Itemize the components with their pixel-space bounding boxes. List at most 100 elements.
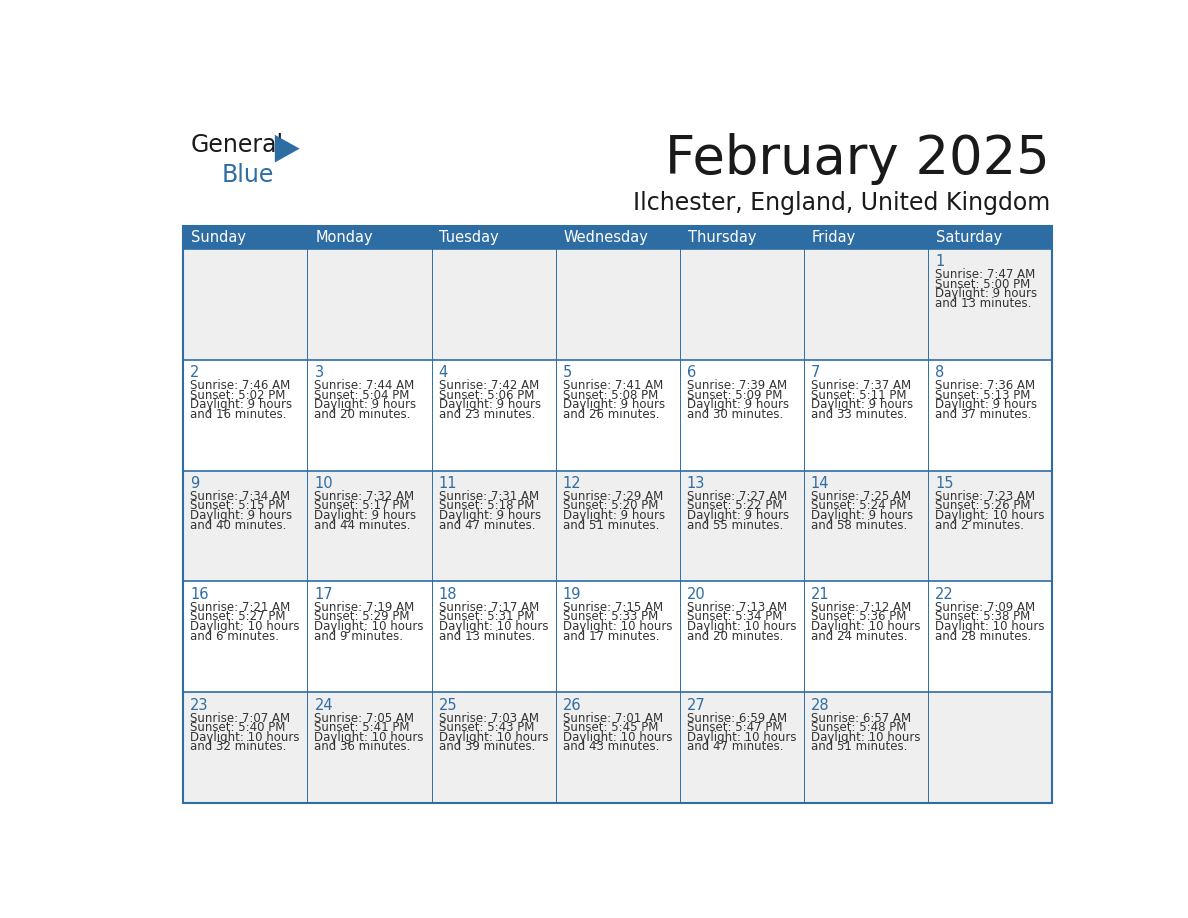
Text: and 36 minutes.: and 36 minutes.	[315, 741, 411, 754]
Text: 2: 2	[190, 365, 200, 380]
Text: Daylight: 9 hours: Daylight: 9 hours	[687, 509, 789, 522]
Text: and 13 minutes.: and 13 minutes.	[438, 630, 535, 643]
Text: February 2025: February 2025	[665, 133, 1050, 185]
Text: Sunrise: 7:37 AM: Sunrise: 7:37 AM	[811, 379, 911, 392]
Text: and 51 minutes.: and 51 minutes.	[563, 519, 659, 532]
Text: Sunrise: 7:32 AM: Sunrise: 7:32 AM	[315, 490, 415, 503]
Text: Friday: Friday	[811, 230, 855, 245]
Text: Tuesday: Tuesday	[440, 230, 499, 245]
Text: 6: 6	[687, 365, 696, 380]
Text: Wednesday: Wednesday	[563, 230, 649, 245]
Text: Sunrise: 7:47 AM: Sunrise: 7:47 AM	[935, 268, 1035, 281]
Text: Daylight: 10 hours: Daylight: 10 hours	[563, 620, 672, 633]
Text: and 16 minutes.: and 16 minutes.	[190, 408, 286, 420]
Bar	[183, 249, 1053, 360]
Text: 3: 3	[315, 365, 323, 380]
Text: Sunset: 5:33 PM: Sunset: 5:33 PM	[563, 610, 658, 623]
Text: Sunset: 5:34 PM: Sunset: 5:34 PM	[687, 610, 782, 623]
Text: Daylight: 10 hours: Daylight: 10 hours	[687, 620, 796, 633]
Text: 12: 12	[563, 476, 581, 491]
Text: Daylight: 9 hours: Daylight: 9 hours	[687, 398, 789, 411]
Text: and 58 minutes.: and 58 minutes.	[811, 519, 908, 532]
Text: and 44 minutes.: and 44 minutes.	[315, 519, 411, 532]
Text: Sunset: 5:00 PM: Sunset: 5:00 PM	[935, 277, 1030, 291]
Text: Daylight: 9 hours: Daylight: 9 hours	[563, 509, 665, 522]
Text: and 47 minutes.: and 47 minutes.	[438, 519, 535, 532]
Text: Sunset: 5:31 PM: Sunset: 5:31 PM	[438, 610, 533, 623]
Text: Sunrise: 7:31 AM: Sunrise: 7:31 AM	[438, 490, 538, 503]
Text: and 40 minutes.: and 40 minutes.	[190, 519, 286, 532]
Text: Sunrise: 7:17 AM: Sunrise: 7:17 AM	[438, 600, 539, 613]
Text: Sunrise: 7:03 AM: Sunrise: 7:03 AM	[438, 711, 538, 724]
Text: and 17 minutes.: and 17 minutes.	[563, 630, 659, 643]
Text: Sunrise: 7:19 AM: Sunrise: 7:19 AM	[315, 600, 415, 613]
Text: Daylight: 9 hours: Daylight: 9 hours	[563, 398, 665, 411]
Text: Sunset: 5:22 PM: Sunset: 5:22 PM	[687, 499, 782, 512]
Text: 18: 18	[438, 587, 457, 602]
Text: 15: 15	[935, 476, 954, 491]
Text: and 55 minutes.: and 55 minutes.	[687, 519, 783, 532]
Text: and 51 minutes.: and 51 minutes.	[811, 741, 908, 754]
Text: 28: 28	[811, 698, 829, 712]
Text: Daylight: 9 hours: Daylight: 9 hours	[935, 287, 1037, 300]
Text: and 37 minutes.: and 37 minutes.	[935, 408, 1031, 420]
Text: 10: 10	[315, 476, 333, 491]
Text: Saturday: Saturday	[936, 230, 1001, 245]
Text: Daylight: 10 hours: Daylight: 10 hours	[935, 620, 1044, 633]
Text: Sunrise: 7:44 AM: Sunrise: 7:44 AM	[315, 379, 415, 392]
Text: Daylight: 10 hours: Daylight: 10 hours	[438, 731, 548, 744]
Text: 4: 4	[438, 365, 448, 380]
Text: Sunrise: 7:01 AM: Sunrise: 7:01 AM	[563, 711, 663, 724]
Text: Daylight: 10 hours: Daylight: 10 hours	[190, 620, 299, 633]
Text: Sunrise: 6:57 AM: Sunrise: 6:57 AM	[811, 711, 911, 724]
Text: and 28 minutes.: and 28 minutes.	[935, 630, 1031, 643]
Text: Daylight: 10 hours: Daylight: 10 hours	[563, 731, 672, 744]
Text: 13: 13	[687, 476, 706, 491]
Text: Sunset: 5:24 PM: Sunset: 5:24 PM	[811, 499, 906, 512]
Text: Sunset: 5:20 PM: Sunset: 5:20 PM	[563, 499, 658, 512]
Text: Sunset: 5:26 PM: Sunset: 5:26 PM	[935, 499, 1030, 512]
Text: Sunset: 5:47 PM: Sunset: 5:47 PM	[687, 722, 782, 734]
Text: Sunrise: 7:27 AM: Sunrise: 7:27 AM	[687, 490, 786, 503]
Text: Daylight: 9 hours: Daylight: 9 hours	[811, 509, 914, 522]
Text: 17: 17	[315, 587, 333, 602]
Text: Ilchester, England, United Kingdom: Ilchester, England, United Kingdom	[632, 191, 1050, 215]
Text: Daylight: 10 hours: Daylight: 10 hours	[438, 620, 548, 633]
Text: Daylight: 10 hours: Daylight: 10 hours	[315, 731, 424, 744]
Text: Sunset: 5:41 PM: Sunset: 5:41 PM	[315, 722, 410, 734]
Text: 23: 23	[190, 698, 209, 712]
Text: Daylight: 9 hours: Daylight: 9 hours	[315, 398, 417, 411]
Text: Sunset: 5:02 PM: Sunset: 5:02 PM	[190, 388, 286, 401]
Text: Sunset: 5:08 PM: Sunset: 5:08 PM	[563, 388, 658, 401]
Text: Sunset: 5:06 PM: Sunset: 5:06 PM	[438, 388, 533, 401]
Text: and 20 minutes.: and 20 minutes.	[315, 408, 411, 420]
Text: Sunrise: 7:41 AM: Sunrise: 7:41 AM	[563, 379, 663, 392]
Text: and 2 minutes.: and 2 minutes.	[935, 519, 1024, 532]
Text: Sunrise: 6:59 AM: Sunrise: 6:59 AM	[687, 711, 786, 724]
Text: Sunset: 5:29 PM: Sunset: 5:29 PM	[315, 610, 410, 623]
Text: 1: 1	[935, 254, 944, 269]
Text: 14: 14	[811, 476, 829, 491]
Text: 26: 26	[563, 698, 581, 712]
Text: Blue: Blue	[222, 162, 274, 186]
Text: Sunset: 5:43 PM: Sunset: 5:43 PM	[438, 722, 533, 734]
Text: 25: 25	[438, 698, 457, 712]
Text: 11: 11	[438, 476, 457, 491]
Text: 22: 22	[935, 587, 954, 602]
Text: Thursday: Thursday	[688, 230, 756, 245]
Text: Sunrise: 7:12 AM: Sunrise: 7:12 AM	[811, 600, 911, 613]
Text: Sunset: 5:17 PM: Sunset: 5:17 PM	[315, 499, 410, 512]
Polygon shape	[274, 135, 299, 162]
Text: Sunset: 5:18 PM: Sunset: 5:18 PM	[438, 499, 533, 512]
Text: Daylight: 9 hours: Daylight: 9 hours	[190, 398, 292, 411]
Text: and 33 minutes.: and 33 minutes.	[811, 408, 908, 420]
Text: and 43 minutes.: and 43 minutes.	[563, 741, 659, 754]
Text: Monday: Monday	[315, 230, 373, 245]
Text: Sunset: 5:15 PM: Sunset: 5:15 PM	[190, 499, 286, 512]
Bar	[183, 581, 1053, 692]
Text: Sunset: 5:09 PM: Sunset: 5:09 PM	[687, 388, 782, 401]
Text: Daylight: 10 hours: Daylight: 10 hours	[687, 731, 796, 744]
Bar	[183, 360, 1053, 471]
Text: Sunrise: 7:25 AM: Sunrise: 7:25 AM	[811, 490, 911, 503]
Text: Daylight: 10 hours: Daylight: 10 hours	[315, 620, 424, 633]
